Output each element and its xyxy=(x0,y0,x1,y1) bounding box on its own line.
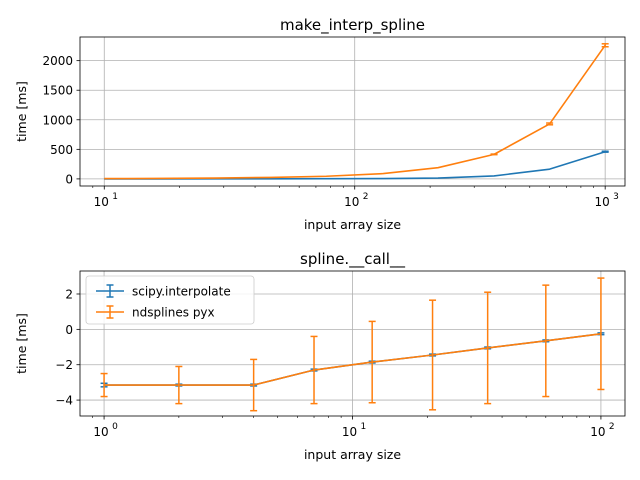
legend-box xyxy=(85,275,255,325)
chart-make-interp-spline: 10 1 10 2 10 30500100015002000make_interp_spl… xyxy=(14,16,626,232)
axes-frame xyxy=(79,270,626,417)
y-tick-label: −4 xyxy=(55,394,73,408)
x-tick-label: 10 xyxy=(94,195,109,209)
y-tick-label: 0 xyxy=(65,323,73,337)
chart-spline-call: 10 0 10 1 10 2 −4 −2 0 2 spline.__call__input arra… xyxy=(14,250,626,462)
y-axis-label: time [ms] xyxy=(14,81,29,142)
axes-frame xyxy=(79,36,626,187)
y-tick-label: 2 xyxy=(65,287,73,301)
y-axis-label: time [ms] xyxy=(14,313,29,374)
y-tick-label: 500 xyxy=(50,143,73,157)
legend-label-0: scipy.interpolate xyxy=(132,285,231,299)
x-tick-exponent: 1 xyxy=(112,192,118,202)
y-tick-label: −2 xyxy=(55,358,73,372)
y-tick-label: 1500 xyxy=(42,84,73,98)
series-line-1 xyxy=(104,44,606,180)
x-tick-exponent: 2 xyxy=(363,192,369,202)
x-tick-label: 10 xyxy=(595,195,610,209)
x-tick-exponent: 3 xyxy=(613,192,619,202)
legend-label-1: ndsplines pyx xyxy=(132,306,215,320)
chart-title: spline.__call__ xyxy=(300,250,405,269)
x-tick-exponent: 1 xyxy=(361,422,367,432)
data-layer xyxy=(104,43,609,180)
data-layer xyxy=(100,277,605,412)
x-axis-label: input array size xyxy=(304,217,401,232)
legend: scipy.interpolate ndsplines pyx xyxy=(85,275,255,325)
y-tick-label: 2000 xyxy=(42,54,73,68)
x-tick-exponent: 2 xyxy=(609,422,615,432)
y-tick-label: 1000 xyxy=(42,113,73,127)
x-tick-label: 10 xyxy=(93,425,108,439)
x-axis-label: input array size xyxy=(304,447,401,462)
x-tick-label: 10 xyxy=(344,195,359,209)
chart-title: make_interp_spline xyxy=(280,16,425,35)
x-tick-label: 10 xyxy=(590,425,605,439)
y-tick-label: 0 xyxy=(65,172,73,186)
plot-area xyxy=(80,37,625,186)
x-tick-exponent: 0 xyxy=(112,422,118,432)
x-tick-label: 10 xyxy=(342,425,357,439)
